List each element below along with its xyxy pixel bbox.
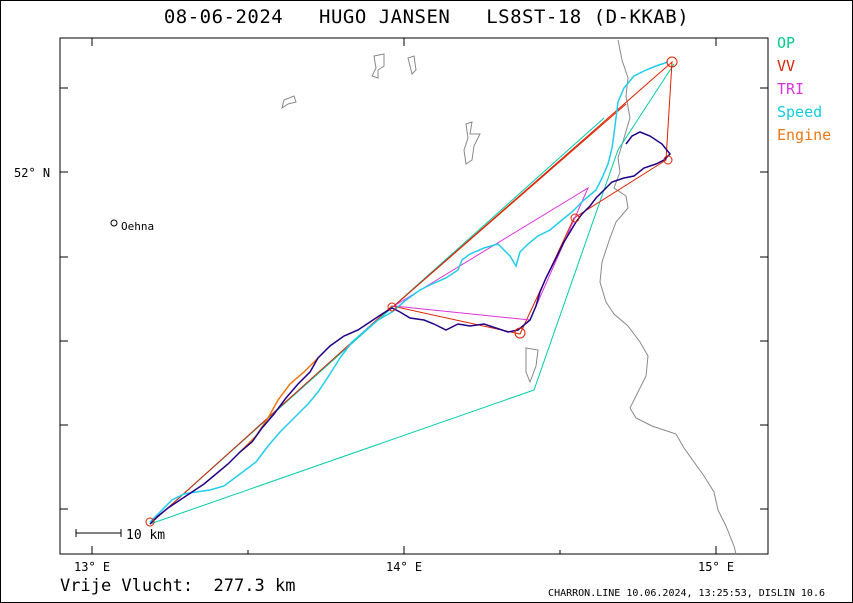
turnpoint-marker — [663, 155, 673, 165]
border-line — [599, 39, 737, 555]
lon-tick-label: 14° E — [386, 560, 422, 574]
tri-route — [393, 186, 590, 321]
lon-tick-label: 15° E — [698, 560, 734, 574]
scale-bar-label: 10 km — [126, 528, 165, 543]
turnpoint-marker — [570, 213, 580, 223]
distance-readout: Vrije Vlucht: 277.3 km — [60, 576, 295, 596]
lakes — [281, 53, 539, 384]
turnpoint-marker — [145, 517, 155, 527]
legend-tri: TRI — [777, 80, 805, 98]
lat-ticks — [60, 87, 768, 510]
lat-tick-label: 52° N — [14, 166, 50, 180]
vv-route-2 — [393, 103, 627, 307]
turnpoint-marker — [514, 327, 526, 339]
legend-vv: VV — [777, 57, 796, 75]
flight-date: 08-06-2024 — [163, 6, 284, 28]
op-route — [149, 63, 675, 525]
map-title: 08-06-2024 HUGO JANSEN LS8ST-18 (D-KKAB) — [0, 6, 853, 28]
glider-id: LS8ST-18 (D-KKAB) — [486, 6, 690, 28]
lon-ticks — [91, 38, 717, 554]
flight-track-dark — [149, 131, 672, 525]
place-label: Oehna — [121, 220, 154, 233]
plot-border — [59, 37, 769, 555]
lon-tick-label: 13° E — [74, 560, 110, 574]
turnpoint-marker — [387, 302, 397, 312]
legend-engine: Engine — [777, 126, 832, 144]
pilot-name: HUGO JANSEN — [319, 6, 451, 28]
flight-track-light — [149, 61, 669, 523]
legend-op: OP — [777, 34, 796, 52]
place-marker — [110, 219, 118, 227]
turnpoint-marker — [666, 56, 678, 68]
distance-value: 277.3 km — [213, 576, 296, 596]
legend-speed: Speed — [777, 103, 823, 121]
vv-route — [149, 60, 673, 525]
scale-bar — [75, 529, 122, 537]
footer-info: CHARRON.LINE 10.06.2024, 13:25:53, DISLI… — [548, 588, 825, 599]
distance-label: Vrije Vlucht: — [60, 576, 194, 596]
